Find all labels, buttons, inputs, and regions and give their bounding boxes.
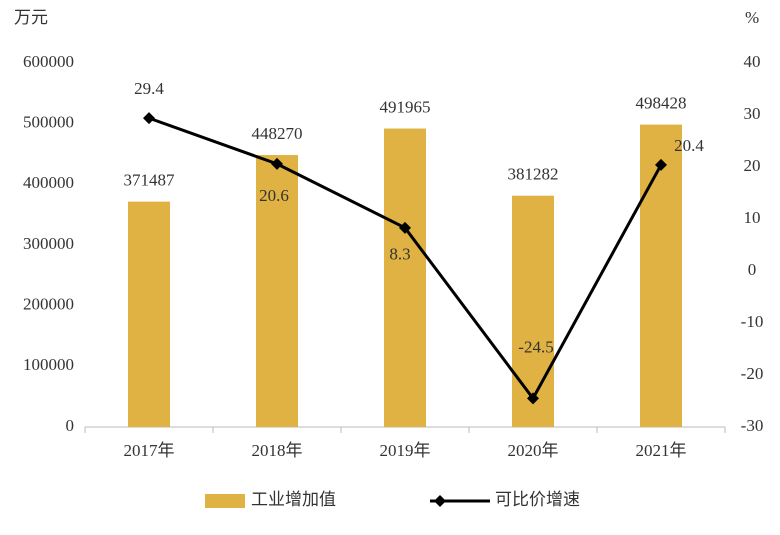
bar-value-label: 498428 xyxy=(636,94,687,113)
y2-tick-label: 30 xyxy=(744,104,761,123)
y-tick-label: 500000 xyxy=(23,113,74,132)
x-tick-label: 2021年 xyxy=(636,441,687,460)
legend-label: 可比价增速 xyxy=(495,490,580,509)
x-tick-label: 2017年 xyxy=(124,441,175,460)
line-marker xyxy=(527,392,539,405)
legend-label: 工业增加值 xyxy=(251,490,336,509)
y2-tick-label: -10 xyxy=(741,312,764,331)
y-tick-label: 100000 xyxy=(23,355,74,374)
y2-tick-label: -30 xyxy=(741,416,764,435)
y2-tick-label: 0 xyxy=(748,260,757,279)
bar-value-label: 448270 xyxy=(252,124,303,143)
line-value-label: 29.4 xyxy=(134,79,164,98)
y-axis-unit: 万元 xyxy=(14,8,48,27)
x-tick-label: 2019年 xyxy=(380,441,431,460)
y-tick-label: 0 xyxy=(66,416,75,435)
y2-tick-label: -20 xyxy=(741,364,764,383)
line-marker xyxy=(271,157,283,170)
line-value-label: -24.5 xyxy=(518,337,553,356)
y2-tick-label: 10 xyxy=(744,208,761,227)
bar-value-label: 381282 xyxy=(508,165,559,184)
bar xyxy=(640,124,682,427)
x-tick-label: 2018年 xyxy=(252,441,303,460)
y-tick-label: 400000 xyxy=(23,173,74,192)
y-tick-label: 300000 xyxy=(23,234,74,253)
y-tick-label: 200000 xyxy=(23,295,74,314)
bar xyxy=(128,201,170,427)
bar xyxy=(256,155,298,427)
bar-value-label: 371487 xyxy=(124,171,176,190)
line-value-label: 20.6 xyxy=(259,186,289,205)
line-value-label: 8.3 xyxy=(389,245,410,264)
y2-tick-label: 40 xyxy=(744,52,761,71)
legend-swatch xyxy=(205,494,245,508)
y2-axis-unit: % xyxy=(745,8,759,27)
line-value-label: 20.4 xyxy=(674,136,704,155)
bar xyxy=(512,195,554,427)
bar-value-label: 491965 xyxy=(380,97,431,116)
line-marker xyxy=(655,158,667,171)
line-marker xyxy=(399,221,411,234)
bar xyxy=(384,128,426,427)
y2-tick-label: 20 xyxy=(744,156,761,175)
y-tick-label: 600000 xyxy=(23,52,74,71)
line-marker xyxy=(143,112,155,125)
legend-marker xyxy=(434,495,446,507)
x-tick-label: 2020年 xyxy=(508,441,559,460)
